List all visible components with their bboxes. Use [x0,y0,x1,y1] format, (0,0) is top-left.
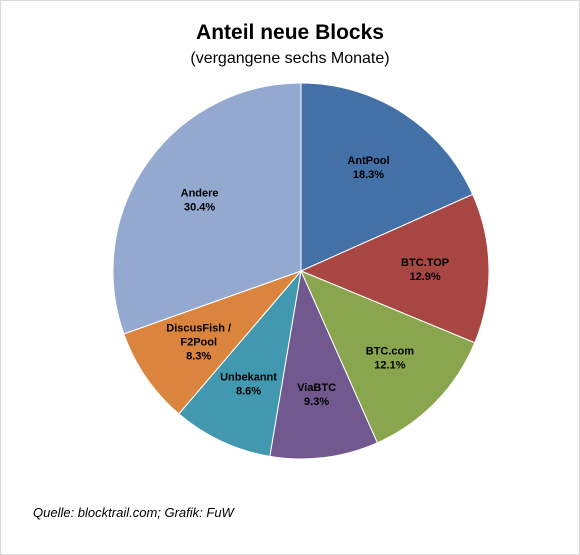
slice-name: ViaBTC [297,382,336,394]
slice-name: F2Pool [180,336,217,348]
slice-name: Andere [181,187,219,199]
slice-andere [112,82,302,335]
slice-name: DiscusFish / [166,322,231,334]
slice-label-discusfish: DiscusFish / F2Pool 8.3% [166,322,231,362]
slice-value: 30.4% [184,201,215,213]
slice-label-antpool: AntPool 18.3% [347,155,389,181]
pie-labels: AntPool 18.3% BTC.TOP 12.9% BTC.com 12.1% ViaB… [166,155,449,408]
chart-subtitle: (vergangene sechs Monate) [190,50,390,67]
slice-btc-com [300,270,476,444]
slice-antpool [300,82,474,272]
slice-name: BTC.TOP [401,257,449,269]
slice-name: Unbekannt [220,371,277,383]
slice-btc-top [299,193,490,344]
slice-value: 8.3% [186,350,211,362]
source-note: Quelle: blocktrail.com; Grafik: FuW [33,505,234,520]
slice-label-viabtc: ViaBTC 9.3% [297,382,336,408]
slice-unbekannt [178,269,302,457]
slice-viabtc [269,269,379,460]
pie-slices [112,82,490,460]
slice-value: 9.3% [304,396,329,408]
slice-label-unbekannt: Unbekannt 8.6% [220,371,277,397]
slice-name: AntPool [347,155,389,167]
slice-value: 12.9% [409,271,440,283]
slice-label-btc-com: BTC.com 12.1% [366,346,415,372]
chart-title: Anteil neue Blocks [196,21,384,44]
slice-discusfish [123,269,303,415]
slice-value: 18.3% [353,169,384,181]
slice-label-andere: Andere 30.4% [181,187,219,213]
slice-label-btc-top: BTC.TOP 12.9% [401,257,449,283]
slice-value: 8.6% [236,385,261,397]
slice-name: BTC.com [366,346,415,358]
slice-value: 12.1% [374,360,405,372]
